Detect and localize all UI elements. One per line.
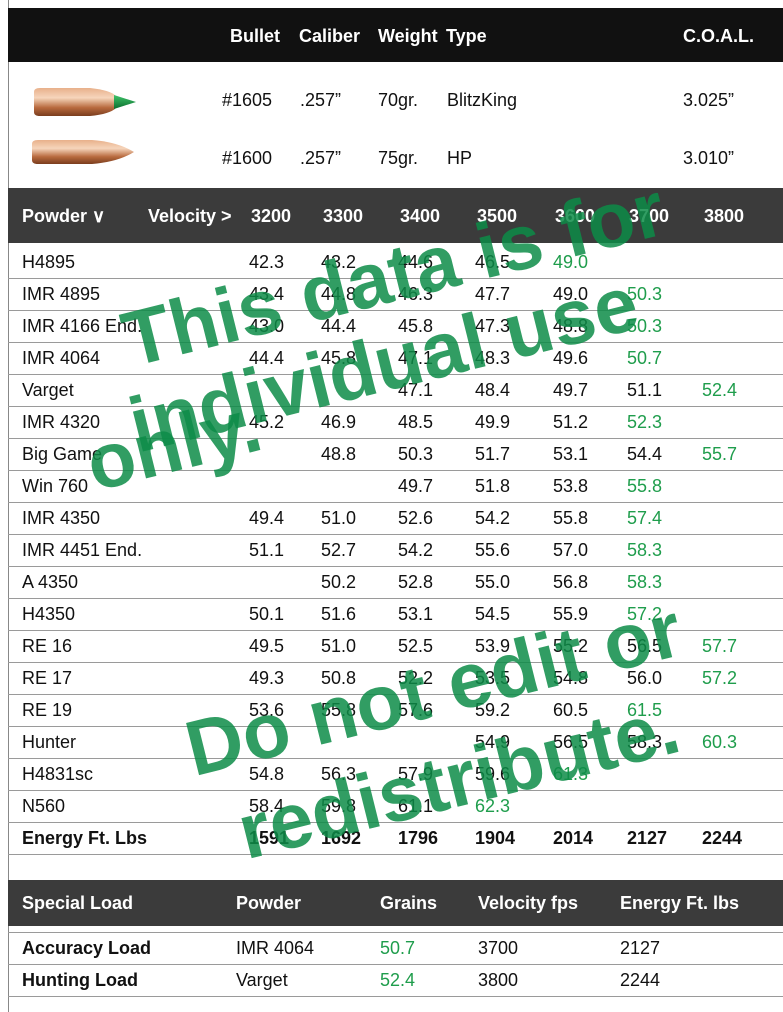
watermark-line: only. [77,380,269,508]
page: Bullet Caliber Weight Type C.O.A.L. Powd… [0,0,783,1012]
watermark: This data is forindividual useonly.Do no… [0,0,783,1012]
